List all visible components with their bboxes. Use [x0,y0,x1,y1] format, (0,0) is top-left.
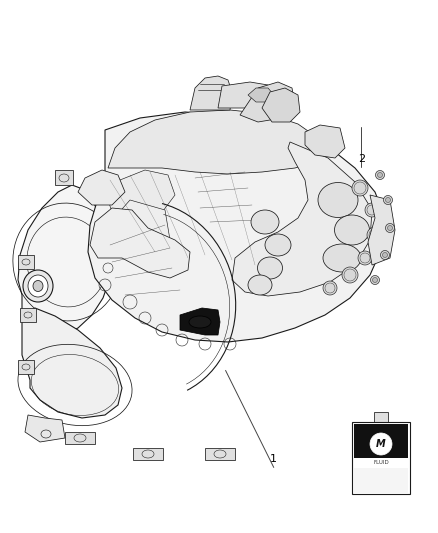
Ellipse shape [189,316,211,328]
Ellipse shape [367,227,383,243]
Polygon shape [205,448,235,460]
Ellipse shape [375,171,385,180]
Ellipse shape [335,215,370,245]
Text: FLUID: FLUID [373,461,389,465]
Ellipse shape [323,281,337,295]
Polygon shape [88,112,385,342]
Polygon shape [25,415,65,442]
Ellipse shape [23,270,53,302]
Ellipse shape [28,275,48,297]
Ellipse shape [385,198,391,203]
Ellipse shape [248,275,272,295]
Bar [352,422,410,494]
Polygon shape [90,208,190,278]
Polygon shape [22,308,122,418]
Polygon shape [108,110,325,174]
Ellipse shape [323,244,361,272]
Polygon shape [240,82,295,122]
Ellipse shape [358,251,372,265]
Polygon shape [218,82,270,108]
Ellipse shape [33,280,43,292]
Polygon shape [65,432,95,444]
Ellipse shape [371,276,379,285]
Ellipse shape [265,234,291,256]
Ellipse shape [381,251,389,260]
Polygon shape [18,185,112,336]
Polygon shape [305,125,345,158]
Polygon shape [78,170,125,205]
Ellipse shape [342,267,358,283]
Polygon shape [262,88,300,122]
Polygon shape [190,76,232,110]
Bar [55,170,73,185]
Polygon shape [232,142,372,296]
Ellipse shape [251,210,279,234]
Polygon shape [248,88,274,102]
Ellipse shape [372,278,378,282]
Bar [374,412,388,422]
Ellipse shape [378,173,382,177]
Text: 1: 1 [270,455,277,464]
Bar [354,424,408,467]
Ellipse shape [384,196,392,205]
Ellipse shape [365,203,379,217]
Bar [354,458,408,468]
Bar [354,467,408,494]
Ellipse shape [258,257,283,279]
Bar [18,255,34,269]
Ellipse shape [382,253,388,257]
Polygon shape [108,170,175,220]
Ellipse shape [318,182,358,217]
Ellipse shape [385,223,395,232]
Polygon shape [368,195,395,265]
Polygon shape [180,308,220,335]
Ellipse shape [388,225,392,230]
Bar [20,308,36,322]
Text: M: M [376,439,386,449]
Polygon shape [133,448,163,460]
Polygon shape [105,200,170,258]
Ellipse shape [352,180,368,196]
Text: 2: 2 [358,154,365,164]
Ellipse shape [370,433,392,455]
Bar [18,360,34,374]
